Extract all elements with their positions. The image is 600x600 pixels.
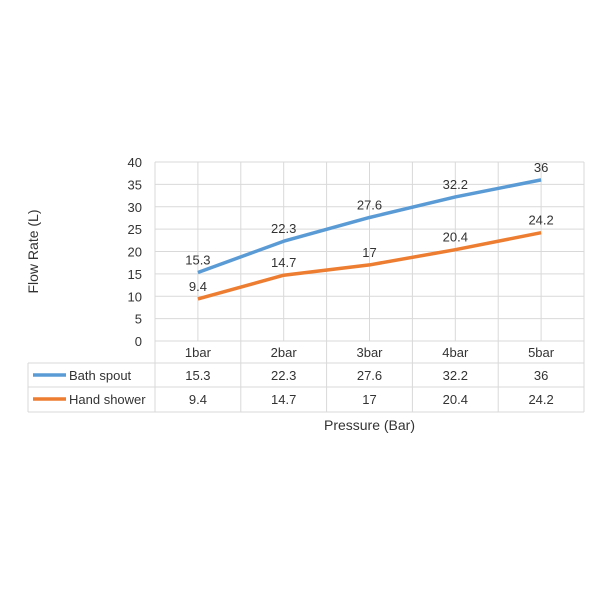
- table-cell: 20.4: [443, 392, 468, 407]
- y-tick-label: 0: [135, 334, 142, 349]
- data-label: 32.2: [443, 177, 468, 192]
- x-tick-label: 1bar: [185, 345, 212, 360]
- x-tick-label: 4bar: [442, 345, 469, 360]
- table-cell: 36: [534, 368, 548, 383]
- data-label: 24.2: [528, 213, 553, 228]
- data-label: 15.3: [185, 253, 210, 268]
- table-cell: 15.3: [185, 368, 210, 383]
- data-label: 36: [534, 160, 548, 175]
- y-tick-label: 10: [128, 289, 142, 304]
- table-cell: 24.2: [528, 392, 553, 407]
- x-tick-label: 3bar: [356, 345, 383, 360]
- table-cell: 22.3: [271, 368, 296, 383]
- y-axis-title: Flow Rate (L): [25, 209, 41, 293]
- data-label: 17: [362, 245, 376, 260]
- data-label: 9.4: [189, 279, 207, 294]
- table-cell: 14.7: [271, 392, 296, 407]
- x-tick-label: 5bar: [528, 345, 555, 360]
- legend-label: Bath spout: [69, 368, 132, 383]
- table-cell: 9.4: [189, 392, 207, 407]
- y-tick-label: 20: [128, 245, 142, 260]
- table-cell: 27.6: [357, 368, 382, 383]
- data-label: 22.3: [271, 221, 296, 236]
- x-tick-label: 2bar: [271, 345, 298, 360]
- y-tick-label: 5: [135, 312, 142, 327]
- y-tick-label: 25: [128, 222, 142, 237]
- table-cell: 17: [362, 392, 376, 407]
- y-tick-label: 15: [128, 267, 142, 282]
- y-tick-label: 40: [128, 155, 142, 170]
- data-label: 20.4: [443, 230, 468, 245]
- x-axis-title: Pressure (Bar): [324, 417, 415, 433]
- table-cell: 32.2: [443, 368, 468, 383]
- y-tick-label: 30: [128, 200, 142, 215]
- legend-label: Hand shower: [69, 392, 146, 407]
- y-tick-label: 35: [128, 177, 142, 192]
- data-label: 27.6: [357, 197, 382, 212]
- data-label: 14.7: [271, 255, 296, 270]
